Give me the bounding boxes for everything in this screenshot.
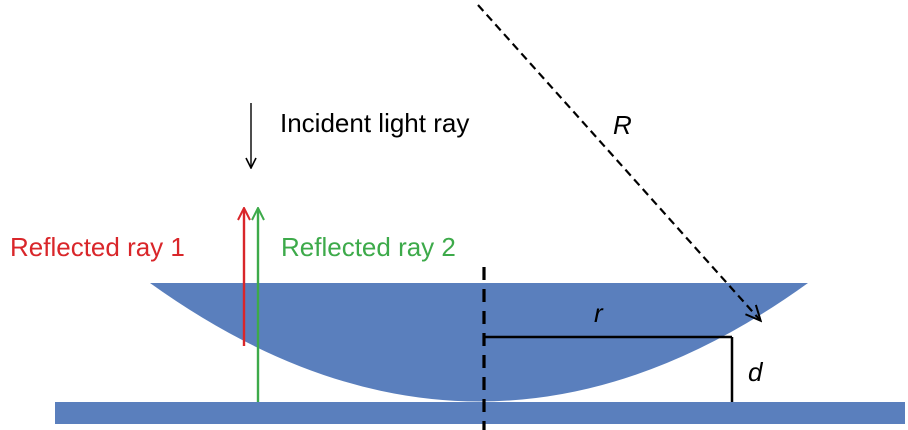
- reflected-ray-1-label: Reflected ray 1: [10, 232, 185, 262]
- glass-plate: [55, 402, 905, 424]
- radius-of-curvature-arrow: [477, 4, 760, 320]
- reflected-ray-2-label: Reflected ray 2: [281, 232, 456, 262]
- incident-ray-label: Incident light ray: [280, 108, 469, 138]
- gap-thickness-label: d: [748, 357, 764, 387]
- small-radius-label: r: [594, 298, 604, 328]
- big-radius-label: R: [613, 110, 632, 140]
- convex-lens: [150, 283, 808, 402]
